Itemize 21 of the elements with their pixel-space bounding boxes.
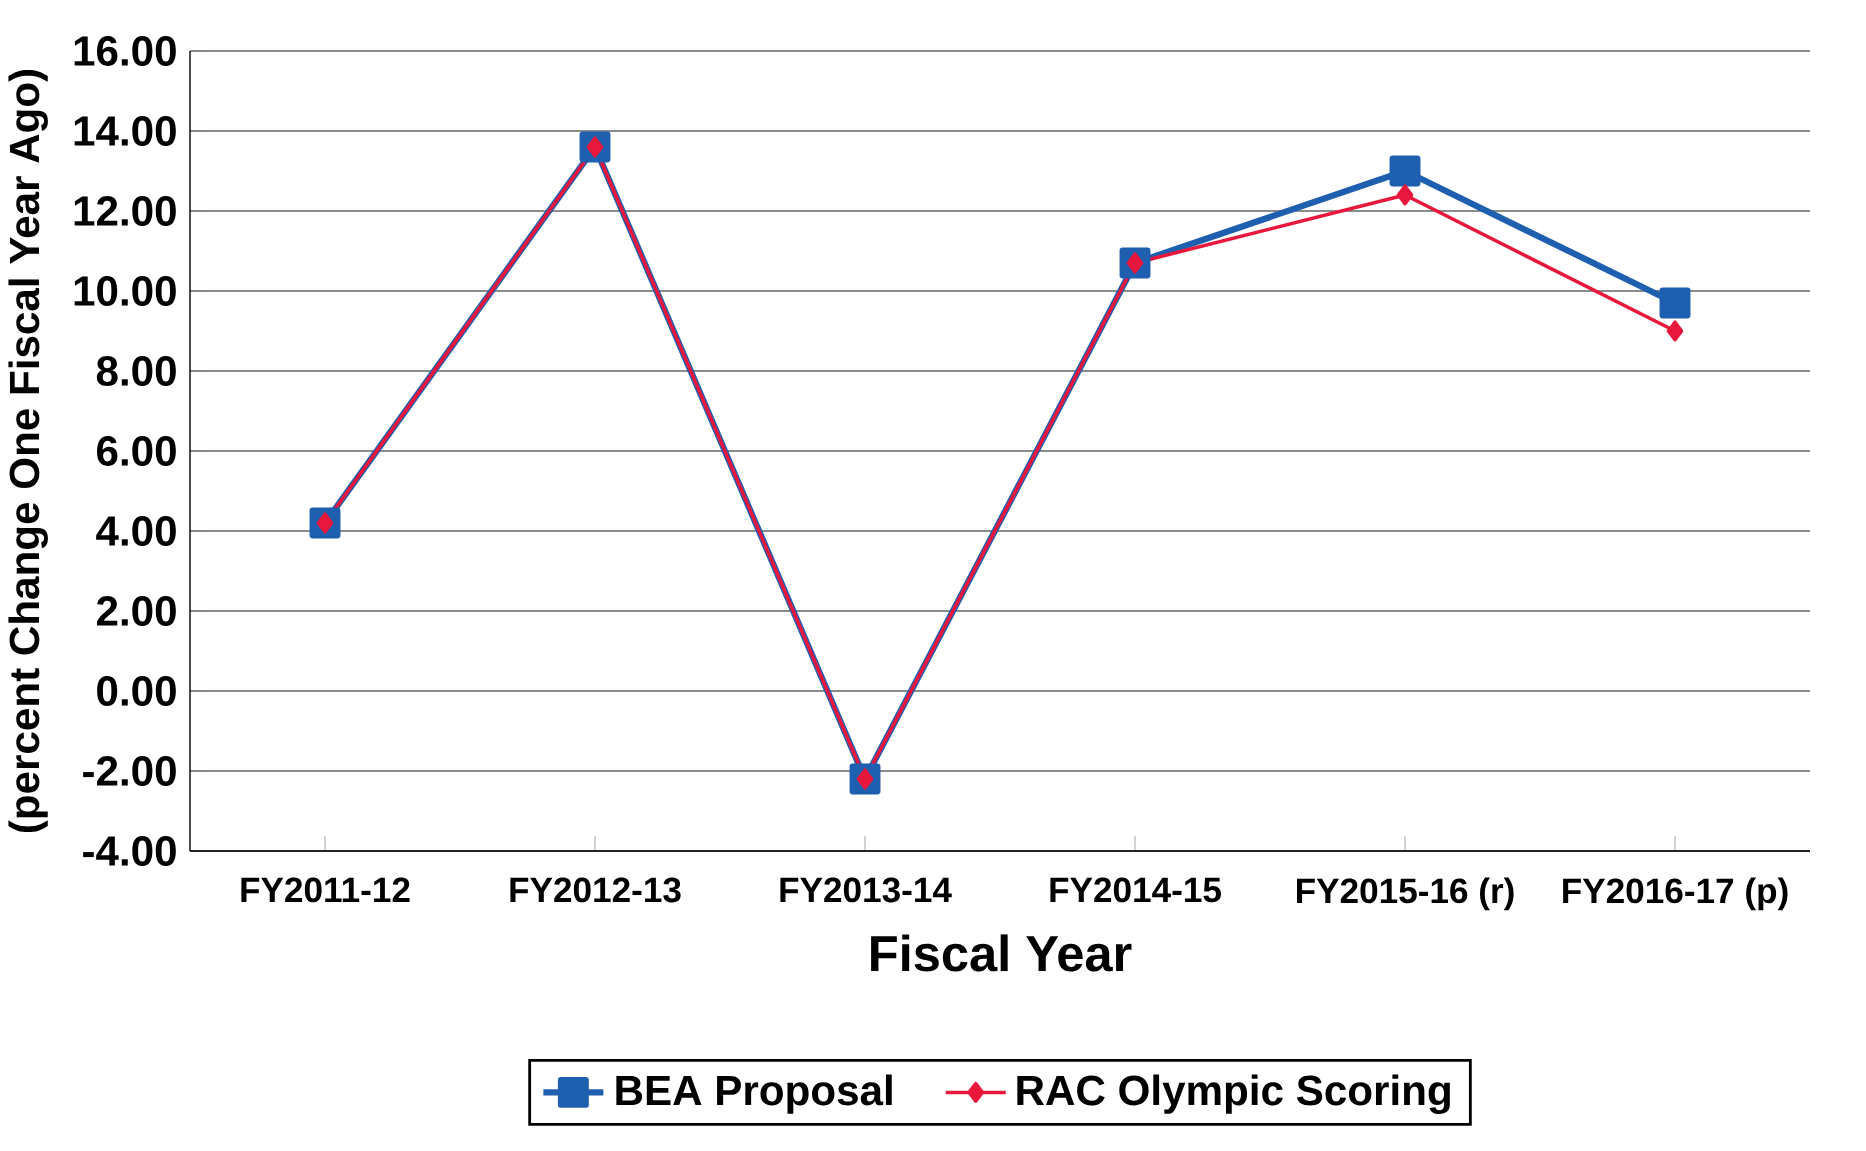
y-tick-label: 14.00 — [74, 116, 176, 146]
y-tick-label: 8.00 — [96, 356, 176, 386]
y-tick-label: 0.00 — [97, 676, 176, 706]
y-tick-label: 16.00 — [74, 36, 176, 66]
y-tick-label: -4.00 — [83, 836, 176, 866]
y-tick-label: 4.00 — [96, 516, 176, 546]
legend-label: BEA Proposal — [616, 1074, 892, 1114]
legend-label: RAC Olympic Scoring — [1017, 1074, 1450, 1114]
x-tick-label: FY2012-13 — [510, 877, 681, 903]
y-tick-label: 2.00 — [96, 596, 176, 626]
x-tick-label: FY2016-17 (p) — [1563, 877, 1788, 911]
y-axis-title: (percent Change One Fiscal Year Ago) — [8, 69, 48, 833]
x-tick-label: FY2011-12 — [241, 877, 410, 903]
y-tick-label: -2.00 — [83, 756, 176, 786]
x-tick-label: FY2013-14 — [780, 877, 952, 903]
y-tick-label: 6.00 — [97, 436, 176, 466]
y-tick-label: 10.00 — [74, 276, 176, 306]
x-tick-label: FY2015-16 (r) — [1297, 877, 1514, 911]
x-tick-label: FY2014-15 — [1050, 877, 1221, 903]
y-tick-label: 12.00 — [74, 196, 176, 226]
x-axis-title: Fiscal Year — [871, 934, 1132, 972]
